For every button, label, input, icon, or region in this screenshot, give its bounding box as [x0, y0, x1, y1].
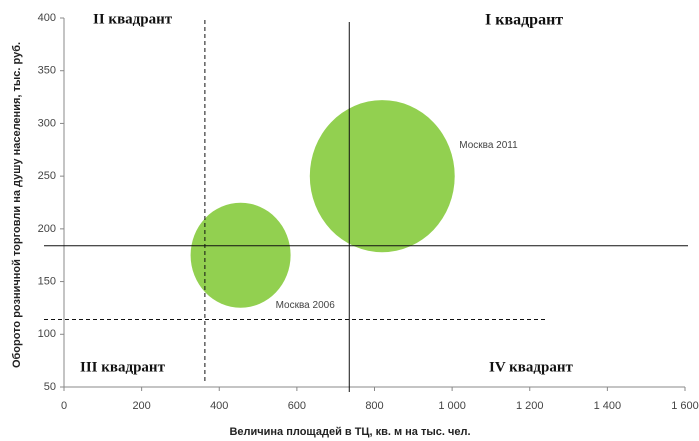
bubble-label: Москва 2011	[459, 140, 518, 151]
y-tick-label: 400	[38, 12, 56, 24]
y-tick-label: 300	[38, 117, 56, 129]
y-tick-label: 250	[38, 170, 56, 182]
x-tick-label: 0	[61, 400, 67, 412]
y-tick-label: 100	[38, 328, 56, 340]
x-tick-label: 800	[365, 400, 383, 412]
x-tick-label: 600	[288, 400, 306, 412]
x-tick-label: 1 400	[594, 400, 622, 412]
bubble-label: Москва 2006	[276, 300, 336, 311]
quadrant-label: III квадрант	[80, 359, 166, 375]
y-tick-label: 200	[38, 223, 56, 235]
x-tick-label: 1 600	[671, 400, 699, 412]
x-tick-label: 1 200	[516, 400, 544, 412]
x-tick-label: 400	[210, 400, 228, 412]
y-axis-title: Оборото розничной торговли на душу насел…	[11, 42, 23, 368]
quadrant-label: II квадрант	[93, 11, 173, 27]
x-tick-label: 200	[132, 400, 150, 412]
y-tick-label: 150	[38, 275, 56, 287]
quadrant-label: I квадрант	[485, 12, 563, 29]
x-axis-title: Величина площадей в ТЦ, кв. м на тыс. че…	[229, 426, 470, 438]
y-tick-label: 50	[44, 381, 56, 393]
y-tick-label: 350	[38, 65, 56, 77]
bubble	[309, 100, 455, 253]
quadrant-label: IV квадрант	[489, 359, 573, 375]
x-tick-label: 1 000	[438, 400, 466, 412]
bubble	[190, 202, 291, 308]
